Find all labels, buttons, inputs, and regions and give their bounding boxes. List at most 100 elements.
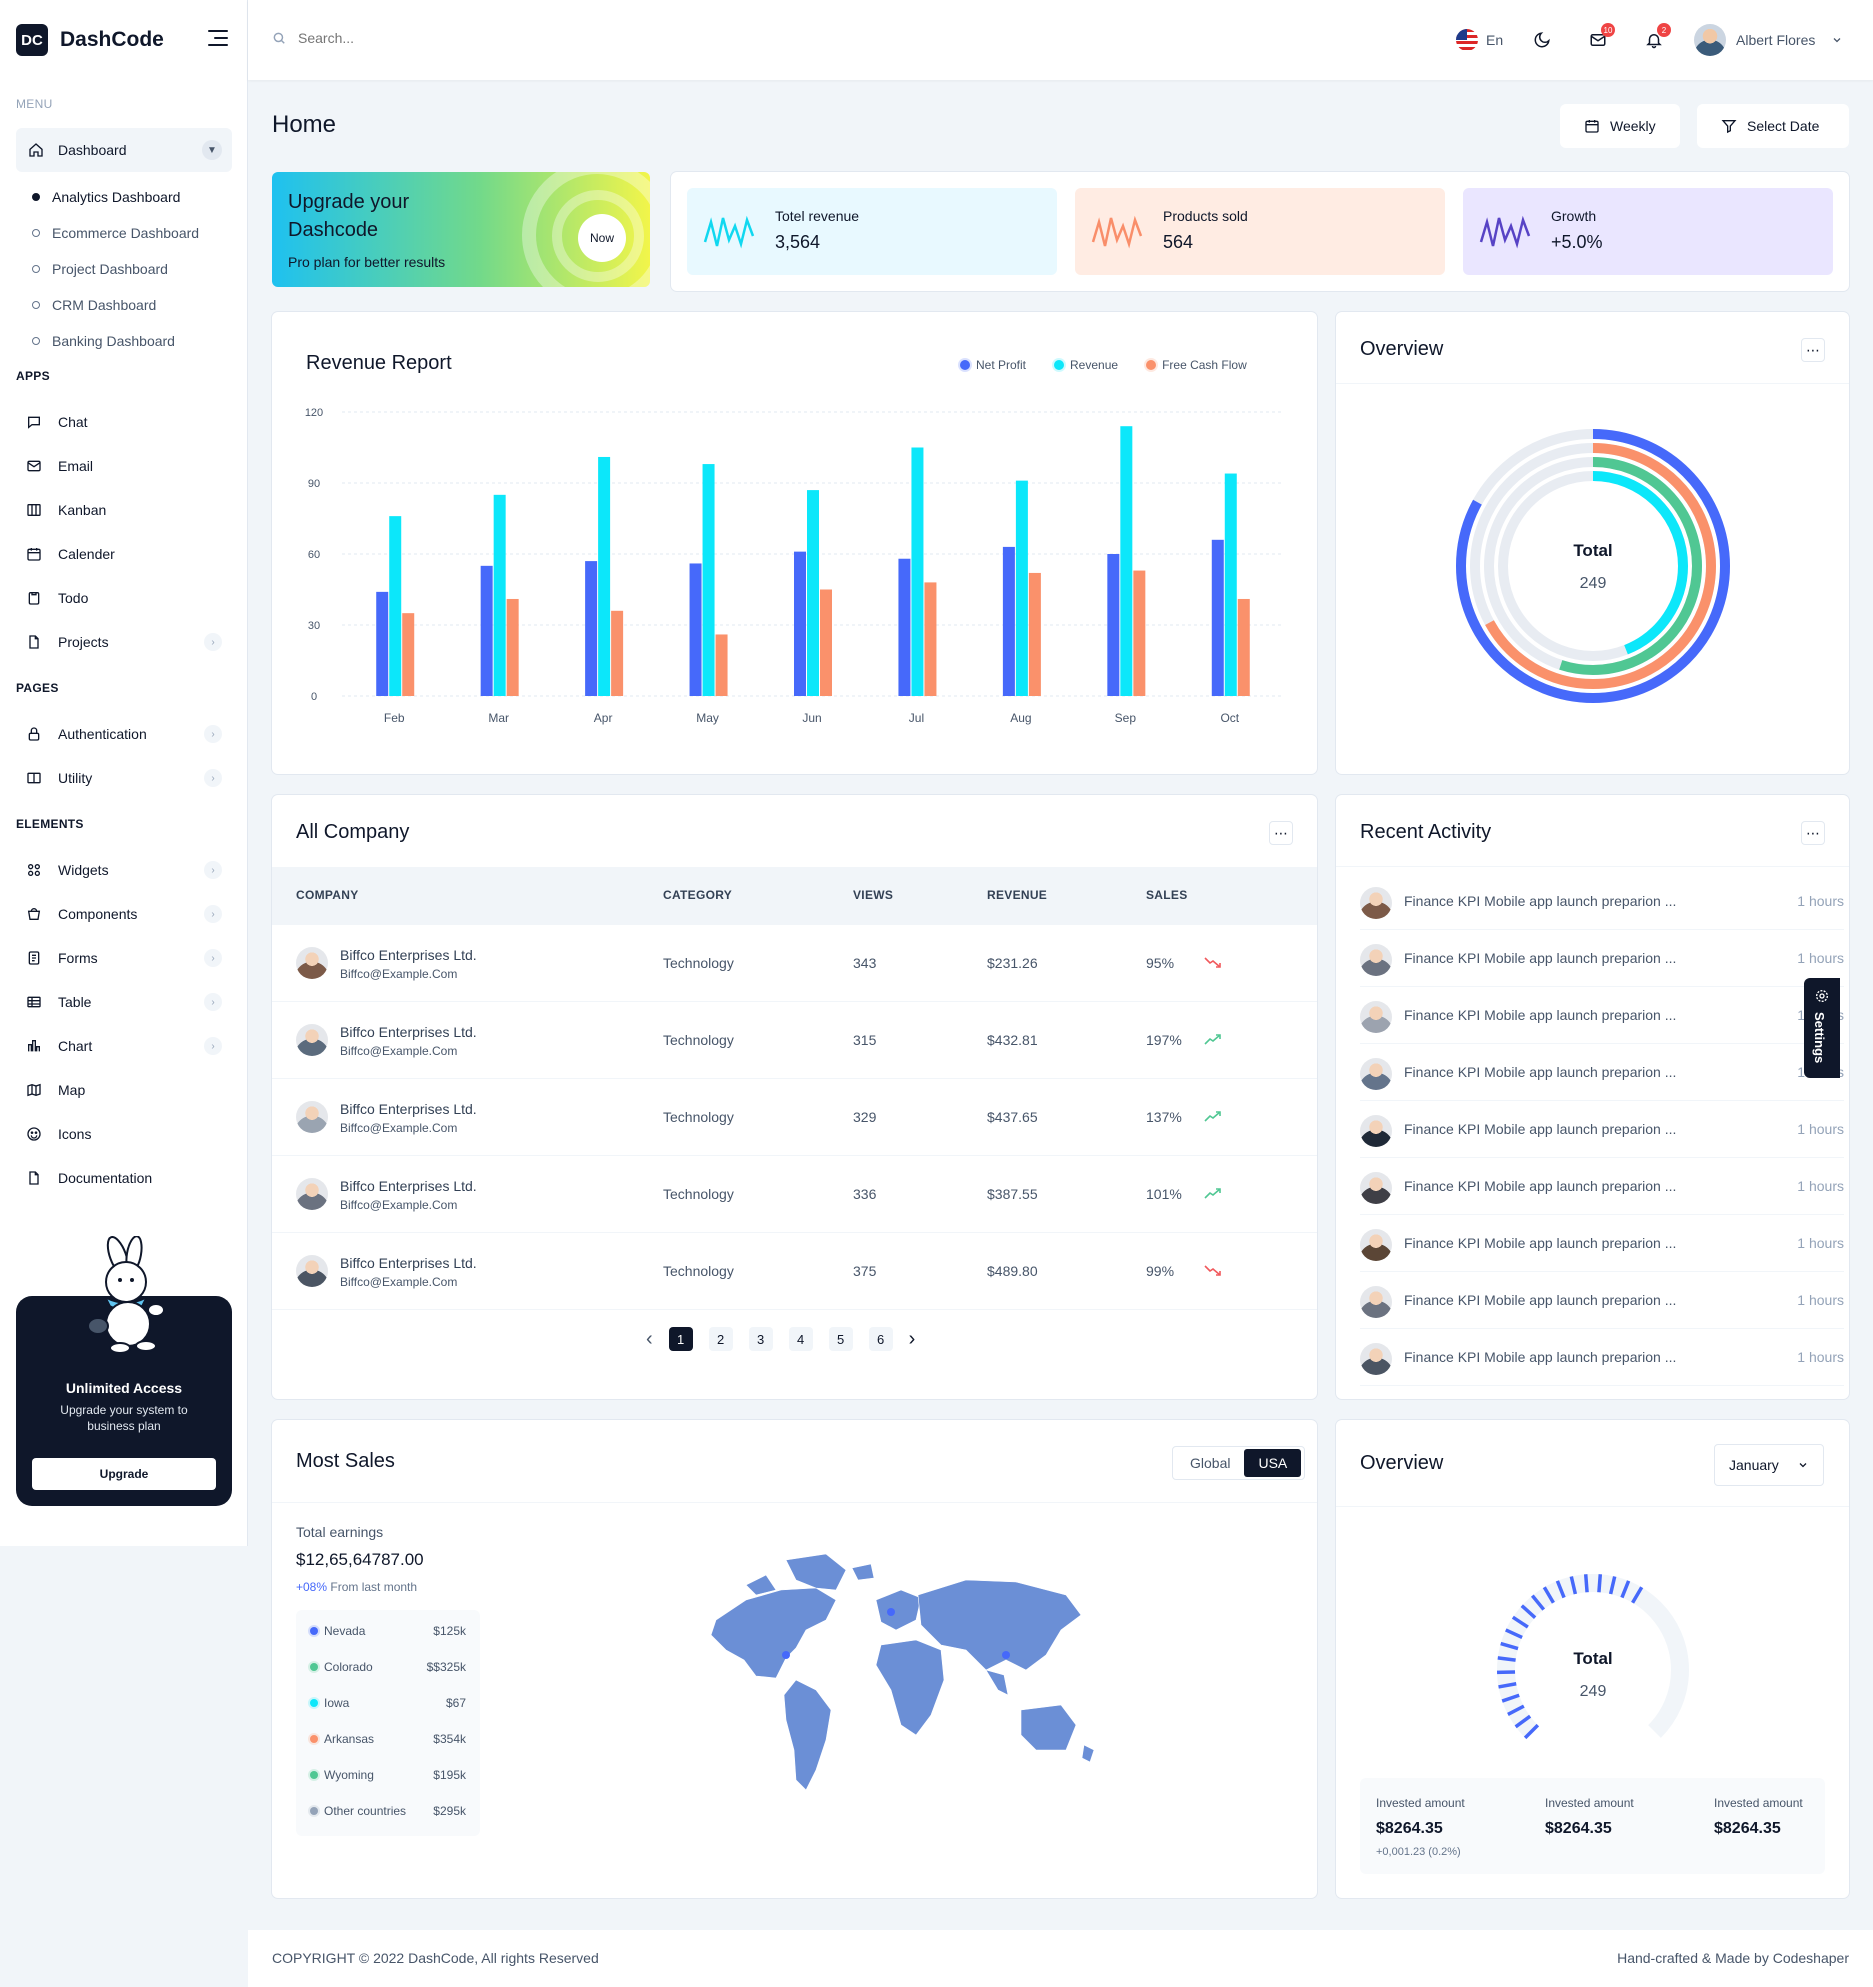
sidebar-item-projects[interactable]: Projects › — [26, 630, 232, 654]
mail-button[interactable]: 10 — [1586, 23, 1615, 52]
sidebar-item-icons[interactable]: Icons — [26, 1122, 232, 1146]
mail-badge: 10 — [1601, 23, 1615, 37]
page-3-button[interactable]: 3 — [748, 1327, 773, 1351]
user-menu[interactable]: Albert Flores — [1694, 24, 1843, 56]
bag-icon — [26, 906, 42, 922]
map-marker[interactable] — [1002, 1651, 1010, 1659]
next-page-icon[interactable]: › — [908, 1327, 916, 1350]
legend-item[interactable]: Free Cash Flow — [1146, 358, 1247, 372]
column-header-company[interactable]: COMPANY — [296, 888, 359, 902]
bar-net-profit-oct — [1211, 539, 1224, 696]
usa-toggle-option[interactable]: USA — [1244, 1449, 1302, 1477]
language-selector[interactable]: En — [1456, 29, 1503, 51]
sidebar-item-calender[interactable]: Calender — [26, 542, 232, 566]
search-input[interactable] — [298, 30, 558, 46]
sidebar-item-email[interactable]: Email — [26, 454, 232, 478]
sidebar-item-forms[interactable]: Forms › — [26, 946, 232, 970]
sidebar-item-kanban[interactable]: Kanban — [26, 498, 232, 522]
map-marker[interactable] — [887, 1608, 895, 1616]
sidebar-subitem-project-dashboard[interactable]: Project Dashboard — [32, 261, 168, 277]
sidebar-item-authentication[interactable]: Authentication › — [26, 722, 232, 746]
state-name: Nevada — [324, 1624, 366, 1638]
sidebar-item-label: Kanban — [58, 502, 107, 518]
activity-item[interactable]: Finance KPI Mobile app launch preparion … — [1360, 1272, 1844, 1329]
state-name: Iowa — [324, 1696, 350, 1710]
map-marker[interactable] — [782, 1651, 790, 1659]
bar-revenue-may — [702, 464, 715, 696]
weekly-button[interactable]: Weekly — [1560, 104, 1680, 148]
activity-item[interactable]: Finance KPI Mobile app launch preparion … — [1360, 1044, 1844, 1101]
sidebar-subitem-banking-dashboard[interactable]: Banking Dashboard — [32, 333, 175, 349]
page-5-button[interactable]: 5 — [828, 1327, 853, 1351]
activity-item[interactable]: Finance KPI Mobile app launch preparion … — [1360, 1101, 1844, 1158]
activity-item[interactable]: Finance KPI Mobile app launch preparion … — [1360, 1329, 1844, 1386]
sidebar-item-utility[interactable]: Utility › — [26, 766, 232, 790]
table-row[interactable]: Biffco Enterprises Ltd. Biffco@Example.Co… — [272, 1233, 1317, 1310]
state-row: Arkansas $354k — [310, 1732, 466, 1746]
activity-item[interactable]: Finance KPI Mobile app launch preparion … — [1360, 873, 1844, 930]
global-toggle-option[interactable]: Global — [1190, 1455, 1231, 1471]
month-select[interactable]: January — [1714, 1444, 1824, 1486]
table-row[interactable]: Biffco Enterprises Ltd. Biffco@Example.Co… — [272, 1002, 1317, 1079]
sidebar-item-chat[interactable]: Chat — [26, 410, 232, 434]
page-2-button[interactable]: 2 — [708, 1327, 733, 1351]
sidebar-subitem-analytics-dashboard[interactable]: Analytics Dashboard — [32, 189, 180, 205]
dark-mode-toggle[interactable] — [1530, 28, 1554, 52]
company-category: Technology — [663, 1032, 734, 1048]
activity-item[interactable]: Finance KPI Mobile app launch preparion … — [1360, 1158, 1844, 1215]
activity-item[interactable]: Finance KPI Mobile app launch preparion … — [1360, 930, 1844, 987]
select-date-button[interactable]: Select Date — [1697, 104, 1849, 148]
mail-icon — [1589, 31, 1607, 49]
column-header-revenue[interactable]: REVENUE — [987, 888, 1048, 902]
company-name: Biffco Enterprises Ltd. — [340, 1178, 477, 1194]
more-options-icon[interactable]: ⋯ — [1269, 821, 1293, 845]
legend-item[interactable]: Revenue — [1054, 358, 1118, 372]
notifications-button[interactable]: 2 — [1642, 23, 1671, 52]
brand[interactable]: DC DashCode — [16, 24, 164, 56]
prev-page-icon[interactable]: ‹ — [646, 1327, 653, 1350]
upgrade-now-button[interactable]: Now — [578, 214, 626, 262]
page-4-button[interactable]: 4 — [788, 1327, 813, 1351]
sidebar-item-table[interactable]: Table › — [26, 990, 232, 1014]
sidebar-subitem-ecommerce-dashboard[interactable]: Ecommerce Dashboard — [32, 225, 199, 241]
bar-net-profit-may — [689, 563, 702, 696]
page-6-button[interactable]: 6 — [868, 1327, 893, 1351]
table-icon — [26, 994, 42, 1010]
revenue-bar-chart: 0 30 60 90 120 Feb Mar Apr May Jun Jul Aug Sep Oct — [305, 407, 1282, 725]
company-email: Biffco@Example.Com — [340, 1121, 458, 1135]
sidebar-item-map[interactable]: Map — [26, 1078, 232, 1102]
sidebar-item-components[interactable]: Components › — [26, 902, 232, 926]
sidebar-item-documentation[interactable]: Documentation — [26, 1166, 232, 1190]
more-options-icon[interactable]: ⋯ — [1801, 338, 1825, 362]
company-name: Biffco Enterprises Ltd. — [340, 1024, 477, 1040]
legend-item[interactable]: Net Profit — [960, 358, 1026, 372]
search-bar[interactable] — [272, 30, 558, 46]
stat-label: Growth — [1551, 208, 1597, 224]
sidebar-item-chart[interactable]: Chart › — [26, 1034, 232, 1058]
activity-item[interactable]: Finance KPI Mobile app launch preparion … — [1360, 987, 1844, 1044]
divider — [1336, 866, 1849, 867]
menu-toggle-icon[interactable] — [208, 30, 228, 46]
table-row[interactable]: Biffco Enterprises Ltd. Biffco@Example.Co… — [272, 1156, 1317, 1233]
column-header-category[interactable]: CATEGORY — [663, 888, 733, 902]
activity-item[interactable]: Finance KPI Mobile app launch preparion … — [1360, 1215, 1844, 1272]
settings-tab[interactable]: Settings — [1804, 978, 1840, 1078]
column-header-sales[interactable]: SALES — [1146, 888, 1188, 902]
sidebar-subitem-crm-dashboard[interactable]: CRM Dashboard — [32, 297, 156, 313]
state-swatch — [310, 1699, 318, 1707]
activity-time: 1 hours — [1797, 1292, 1844, 1308]
upgrade-button[interactable]: Upgrade — [32, 1458, 216, 1490]
sidebar-item-widgets[interactable]: Widgets › — [26, 858, 232, 882]
sidebar-item-label: Calender — [58, 546, 115, 562]
bar-net-profit-mar — [480, 565, 493, 696]
column-header-views[interactable]: VIEWS — [853, 888, 894, 902]
activity-time: 1 hours — [1797, 1178, 1844, 1194]
sidebar-item-label: Chart — [58, 1038, 93, 1054]
more-options-icon[interactable]: ⋯ — [1801, 821, 1825, 845]
table-row[interactable]: Biffco Enterprises Ltd. Biffco@Example.Co… — [272, 1079, 1317, 1156]
sidebar-item-todo[interactable]: Todo — [26, 586, 232, 610]
page-1-button[interactable]: 1 — [668, 1327, 693, 1351]
sidebar-item-dashboard[interactable]: Dashboard ▼ — [16, 128, 232, 172]
state-value: $295k — [433, 1804, 466, 1818]
table-row[interactable]: Biffco Enterprises Ltd. Biffco@Example.Co… — [272, 925, 1317, 1002]
